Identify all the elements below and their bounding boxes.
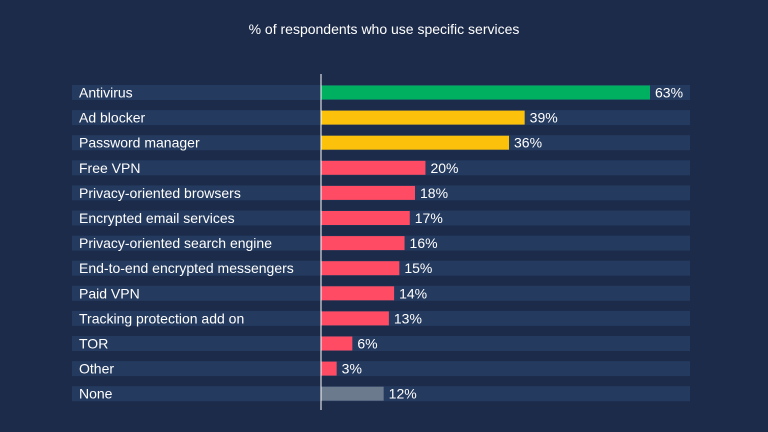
bar (321, 85, 650, 100)
bar (321, 185, 415, 200)
category-label: Free VPN (79, 160, 140, 176)
bar (321, 160, 426, 175)
bar (321, 135, 509, 150)
value-label: 36% (514, 135, 542, 151)
bar (321, 261, 400, 276)
bar (321, 311, 389, 326)
chart-rows: Antivirus 63% Ad blocker 39% Password manage… (72, 85, 690, 402)
category-label: End-to-end encrypted messengers (79, 260, 294, 276)
value-label: 6% (357, 336, 377, 352)
value-label: 3% (342, 361, 362, 377)
value-label: 17% (415, 210, 443, 226)
value-label: 39% (530, 110, 558, 126)
value-label: 18% (420, 185, 448, 201)
category-label: Antivirus (79, 85, 133, 101)
value-label: 20% (430, 160, 458, 176)
category-label: TOR (79, 336, 108, 352)
category-label: Encrypted email services (79, 210, 235, 226)
value-label: 14% (399, 285, 427, 301)
value-label: 63% (655, 85, 683, 101)
bar (321, 286, 395, 301)
bar-track (72, 336, 690, 351)
value-label: 13% (394, 310, 422, 326)
bar (321, 211, 410, 225)
bar (321, 386, 384, 401)
category-label: Privacy-oriented search engine (79, 235, 272, 251)
bar (321, 110, 525, 125)
value-label: 16% (410, 235, 438, 251)
category-label: Ad blocker (79, 110, 145, 126)
category-label: Paid VPN (79, 285, 140, 301)
value-label: 15% (404, 260, 432, 276)
bar-track (72, 361, 690, 377)
value-label: 12% (389, 386, 417, 402)
bar (321, 236, 405, 251)
bar (321, 361, 337, 376)
category-label: None (79, 386, 113, 402)
category-label: Tracking protection add on (79, 310, 244, 326)
category-label: Other (79, 361, 114, 377)
bar (321, 336, 353, 351)
category-label: Privacy-oriented browsers (79, 185, 241, 201)
chart-title: % of respondents who use specific servic… (249, 21, 520, 37)
category-label: Password manager (79, 135, 200, 151)
